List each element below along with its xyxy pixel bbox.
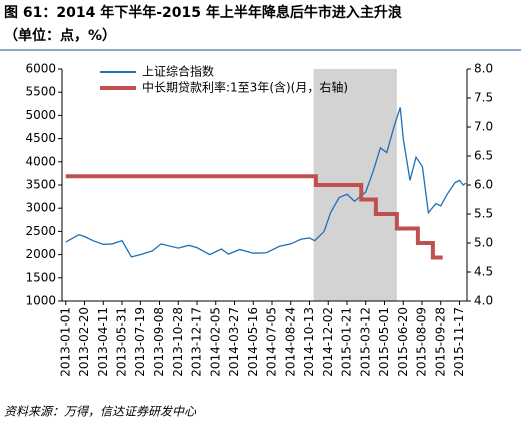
y2-tick-label: 5.0 <box>474 236 493 250</box>
x-tick-label: 2015-03-12 <box>358 307 372 377</box>
y2-tick-label: 7.0 <box>474 120 493 134</box>
y-tick-label: 1000 <box>25 294 56 308</box>
x-tick-label: 2015-05-01 <box>377 307 391 377</box>
legend-label: 中长期贷款利率:1至3年(含)(月，右轴) <box>142 80 348 95</box>
y-tick-label: 3000 <box>25 201 56 215</box>
y-tick-label: 2500 <box>25 224 56 238</box>
y2-tick-label: 8.0 <box>474 62 493 76</box>
x-tick-label: 2014-12-02 <box>321 307 335 377</box>
x-tick-label: 2014-03-27 <box>227 307 241 377</box>
x-tick-label: 2015-06-20 <box>396 307 410 377</box>
y-tick-label: 6000 <box>25 62 56 76</box>
y2-tick-label: 6.5 <box>474 149 493 163</box>
chart-title: 图 61：2014 年下半年-2015 年上半年降息后牛市进入主升浪 <box>4 4 402 21</box>
x-tick-label: 2013-09-08 <box>152 307 166 377</box>
y-tick-label: 3500 <box>25 178 56 192</box>
x-tick-label: 2013-04-11 <box>96 307 110 377</box>
x-tick-label: 2015-11-17 <box>452 307 466 377</box>
source-note: 资料来源：万得，信达证券研发中心 <box>4 405 197 419</box>
x-tick-label: 2013-12-17 <box>190 307 204 377</box>
x-tick-label: 2013-02-20 <box>77 307 91 377</box>
y-tick-label: 2000 <box>25 247 56 261</box>
x-tick-label: 2014-10-13 <box>302 307 316 377</box>
y-tick-label: 1500 <box>25 270 56 284</box>
x-tick-label: 2015-09-28 <box>433 307 447 377</box>
legend-label: 上证综合指数 <box>142 64 214 79</box>
y2-tick-label: 7.5 <box>474 91 493 105</box>
series-line <box>65 174 443 260</box>
y2-tick-label: 4.0 <box>474 294 493 308</box>
y-tick-label: 4500 <box>25 131 56 145</box>
y-tick-label: 4000 <box>25 154 56 168</box>
x-tick-label: 2013-10-28 <box>171 307 185 377</box>
x-tick-label: 2014-07-05 <box>265 307 279 377</box>
x-tick-label: 2015-01-21 <box>340 307 354 377</box>
series-line <box>65 107 467 258</box>
x-tick-label: 2013-01-01 <box>58 307 72 377</box>
x-tick-label: 2014-02-05 <box>208 307 222 377</box>
x-tick-label: 2013-07-19 <box>133 307 147 377</box>
x-tick-label: 2013-05-31 <box>115 307 129 377</box>
x-tick-label: 2015-08-09 <box>415 307 429 377</box>
y2-tick-label: 4.5 <box>474 265 493 279</box>
x-tick-label: 2014-08-24 <box>283 307 297 377</box>
y2-tick-label: 6.0 <box>474 178 493 192</box>
y2-tick-label: 5.5 <box>474 207 493 221</box>
chart-subtitle: （单位：点，%） <box>4 27 116 44</box>
x-tick-label: 2014-05-16 <box>246 307 260 377</box>
y-tick-label: 5500 <box>25 85 56 99</box>
y-tick-label: 5000 <box>25 108 56 122</box>
